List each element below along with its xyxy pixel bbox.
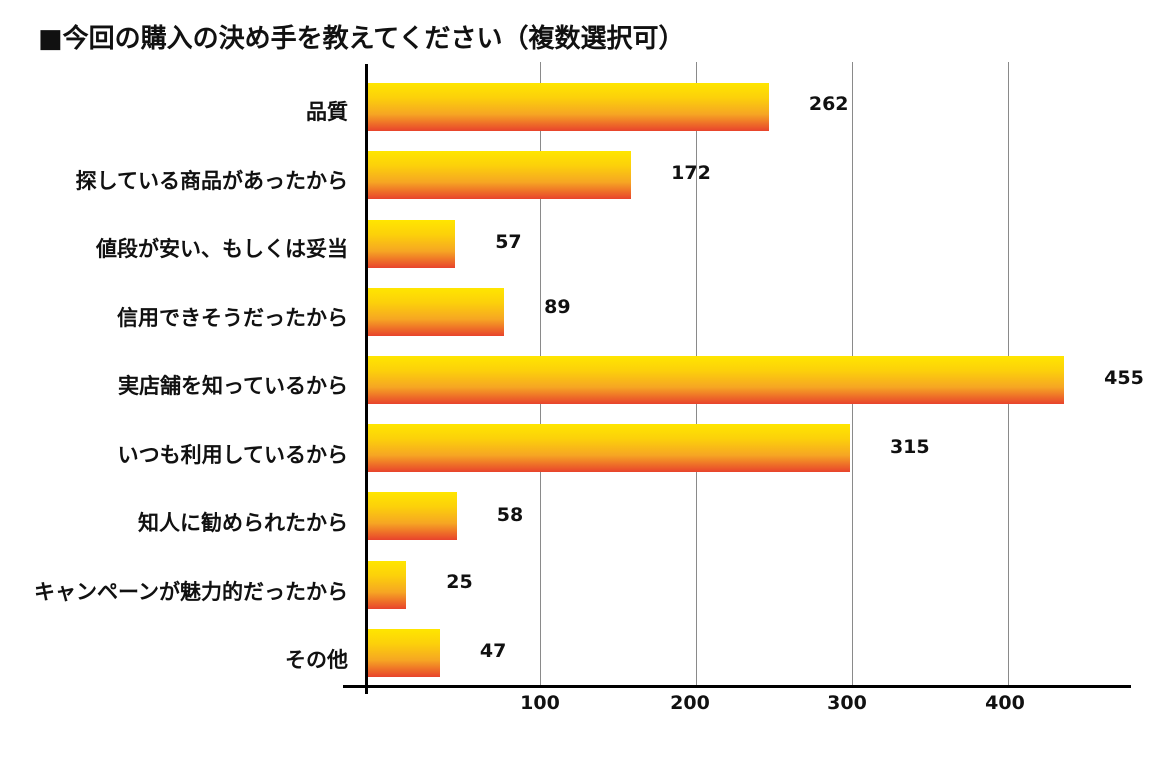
bar [368,629,440,677]
value-label: 58 [496,504,524,526]
x-tick-label: 300 [827,692,867,714]
value-label: 262 [808,93,849,115]
bar [368,561,407,609]
x-tick-label: 400 [985,692,1025,714]
chart-title: ■今回の購入の決め手を教えてください（複数選択可） [38,24,685,54]
value-label: 25 [446,571,473,593]
bar [368,220,456,268]
value-label: 57 [495,231,522,253]
category-label: 探している商品があったから [75,169,348,193]
value-label: 47 [479,640,507,662]
bar [368,288,505,336]
category-label: いつも利用しているから [117,443,348,467]
category-label: 値段が安い、もしくは妥当 [96,237,348,261]
value-label: 315 [889,436,930,458]
category-label: 品質 [306,100,348,124]
x-axis [343,685,1131,688]
category-label: その他 [285,648,348,672]
x-tick-label: 200 [670,692,710,714]
bar [368,492,457,540]
y-axis [365,64,368,694]
category-label: 実店舗を知っているから [118,374,348,398]
bar [368,83,769,131]
category-label: キャンペーンが魅力的だったから [34,580,348,604]
category-label: 知人に勧められたから [138,511,348,535]
value-label: 89 [544,296,571,318]
bar [368,424,850,472]
bar [368,356,1065,404]
value-label: 455 [1104,367,1144,389]
bar [368,151,632,199]
value-label: 172 [671,162,711,184]
x-tick-label: 100 [520,692,560,714]
category-label: 信用できそうだったから [117,306,348,330]
